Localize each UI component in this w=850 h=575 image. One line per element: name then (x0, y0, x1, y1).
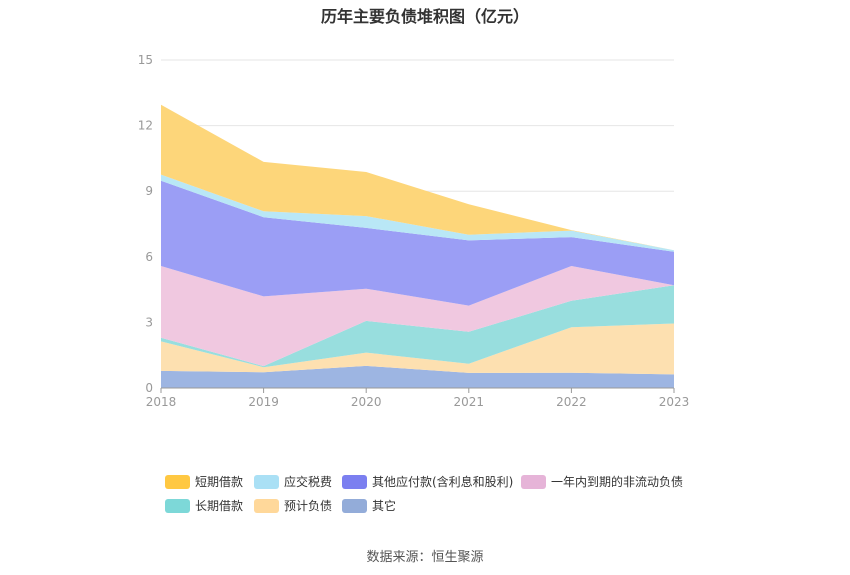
area-series-5 (161, 174, 674, 252)
x-tick-label: 2018 (146, 395, 177, 409)
x-tick-label: 2022 (556, 395, 587, 409)
y-tick-label: 3 (145, 315, 153, 329)
legend-item-current-noncurrent-liabilities[interactable]: 一年内到期的非流动负债 (521, 473, 683, 490)
legend-item-other-payables[interactable]: 其他应付款(含利息和股利) (342, 473, 513, 490)
chart-title: 历年主要负债堆积图（亿元） (320, 7, 529, 26)
legend-label: 预计负债 (284, 499, 333, 513)
legend-label: 长期借款 (195, 499, 244, 513)
y-tick-label: 6 (145, 250, 153, 264)
legend-swatch (521, 474, 546, 489)
area-series-1 (161, 323, 674, 375)
legend-label: 短期借款 (195, 475, 244, 489)
legend-swatch (254, 498, 279, 513)
legend-item-long-term-loans[interactable]: 长期借款 (165, 497, 243, 514)
area-series-3 (161, 266, 674, 367)
y-tick-label: 9 (145, 184, 153, 198)
area-series-2 (161, 285, 674, 368)
data-source: 数据来源：恒生聚源 (366, 550, 484, 565)
area-series-6 (161, 104, 674, 251)
legend-label: 其它 (372, 499, 397, 513)
legend-swatch (165, 474, 190, 489)
legend-item-other[interactable]: 其它 (342, 497, 396, 514)
area-series (161, 104, 674, 388)
legend-item-estimated-liabilities[interactable]: 预计负债 (254, 497, 332, 514)
area-series-4 (161, 180, 674, 306)
legend-swatch (342, 498, 367, 513)
legend-item-short-term-loans[interactable]: 短期借款 (165, 473, 243, 490)
y-tick-label: 12 (138, 119, 153, 133)
legend-label: 一年内到期的非流动负债 (551, 475, 684, 489)
legend-swatch (342, 474, 367, 489)
y-tick-label: 0 (145, 381, 153, 395)
legend-swatch (165, 498, 190, 513)
legend-item-taxes-payable[interactable]: 应交税费 (254, 473, 332, 490)
x-tick-label: 2023 (659, 395, 690, 409)
x-tick-label: 2020 (351, 395, 382, 409)
axes: 0 3 6 9 12 15 2018 2019 2020 2021 2022 2023 (138, 53, 690, 409)
y-tick-label: 15 (138, 53, 153, 67)
legend-label: 其他应付款(含利息和股利) (372, 475, 514, 489)
legend-label: 应交税费 (284, 475, 333, 489)
area-series-0 (161, 365, 674, 388)
legend-swatch (254, 474, 279, 489)
x-tick-label: 2019 (248, 395, 279, 409)
x-tick-label: 2021 (454, 395, 485, 409)
